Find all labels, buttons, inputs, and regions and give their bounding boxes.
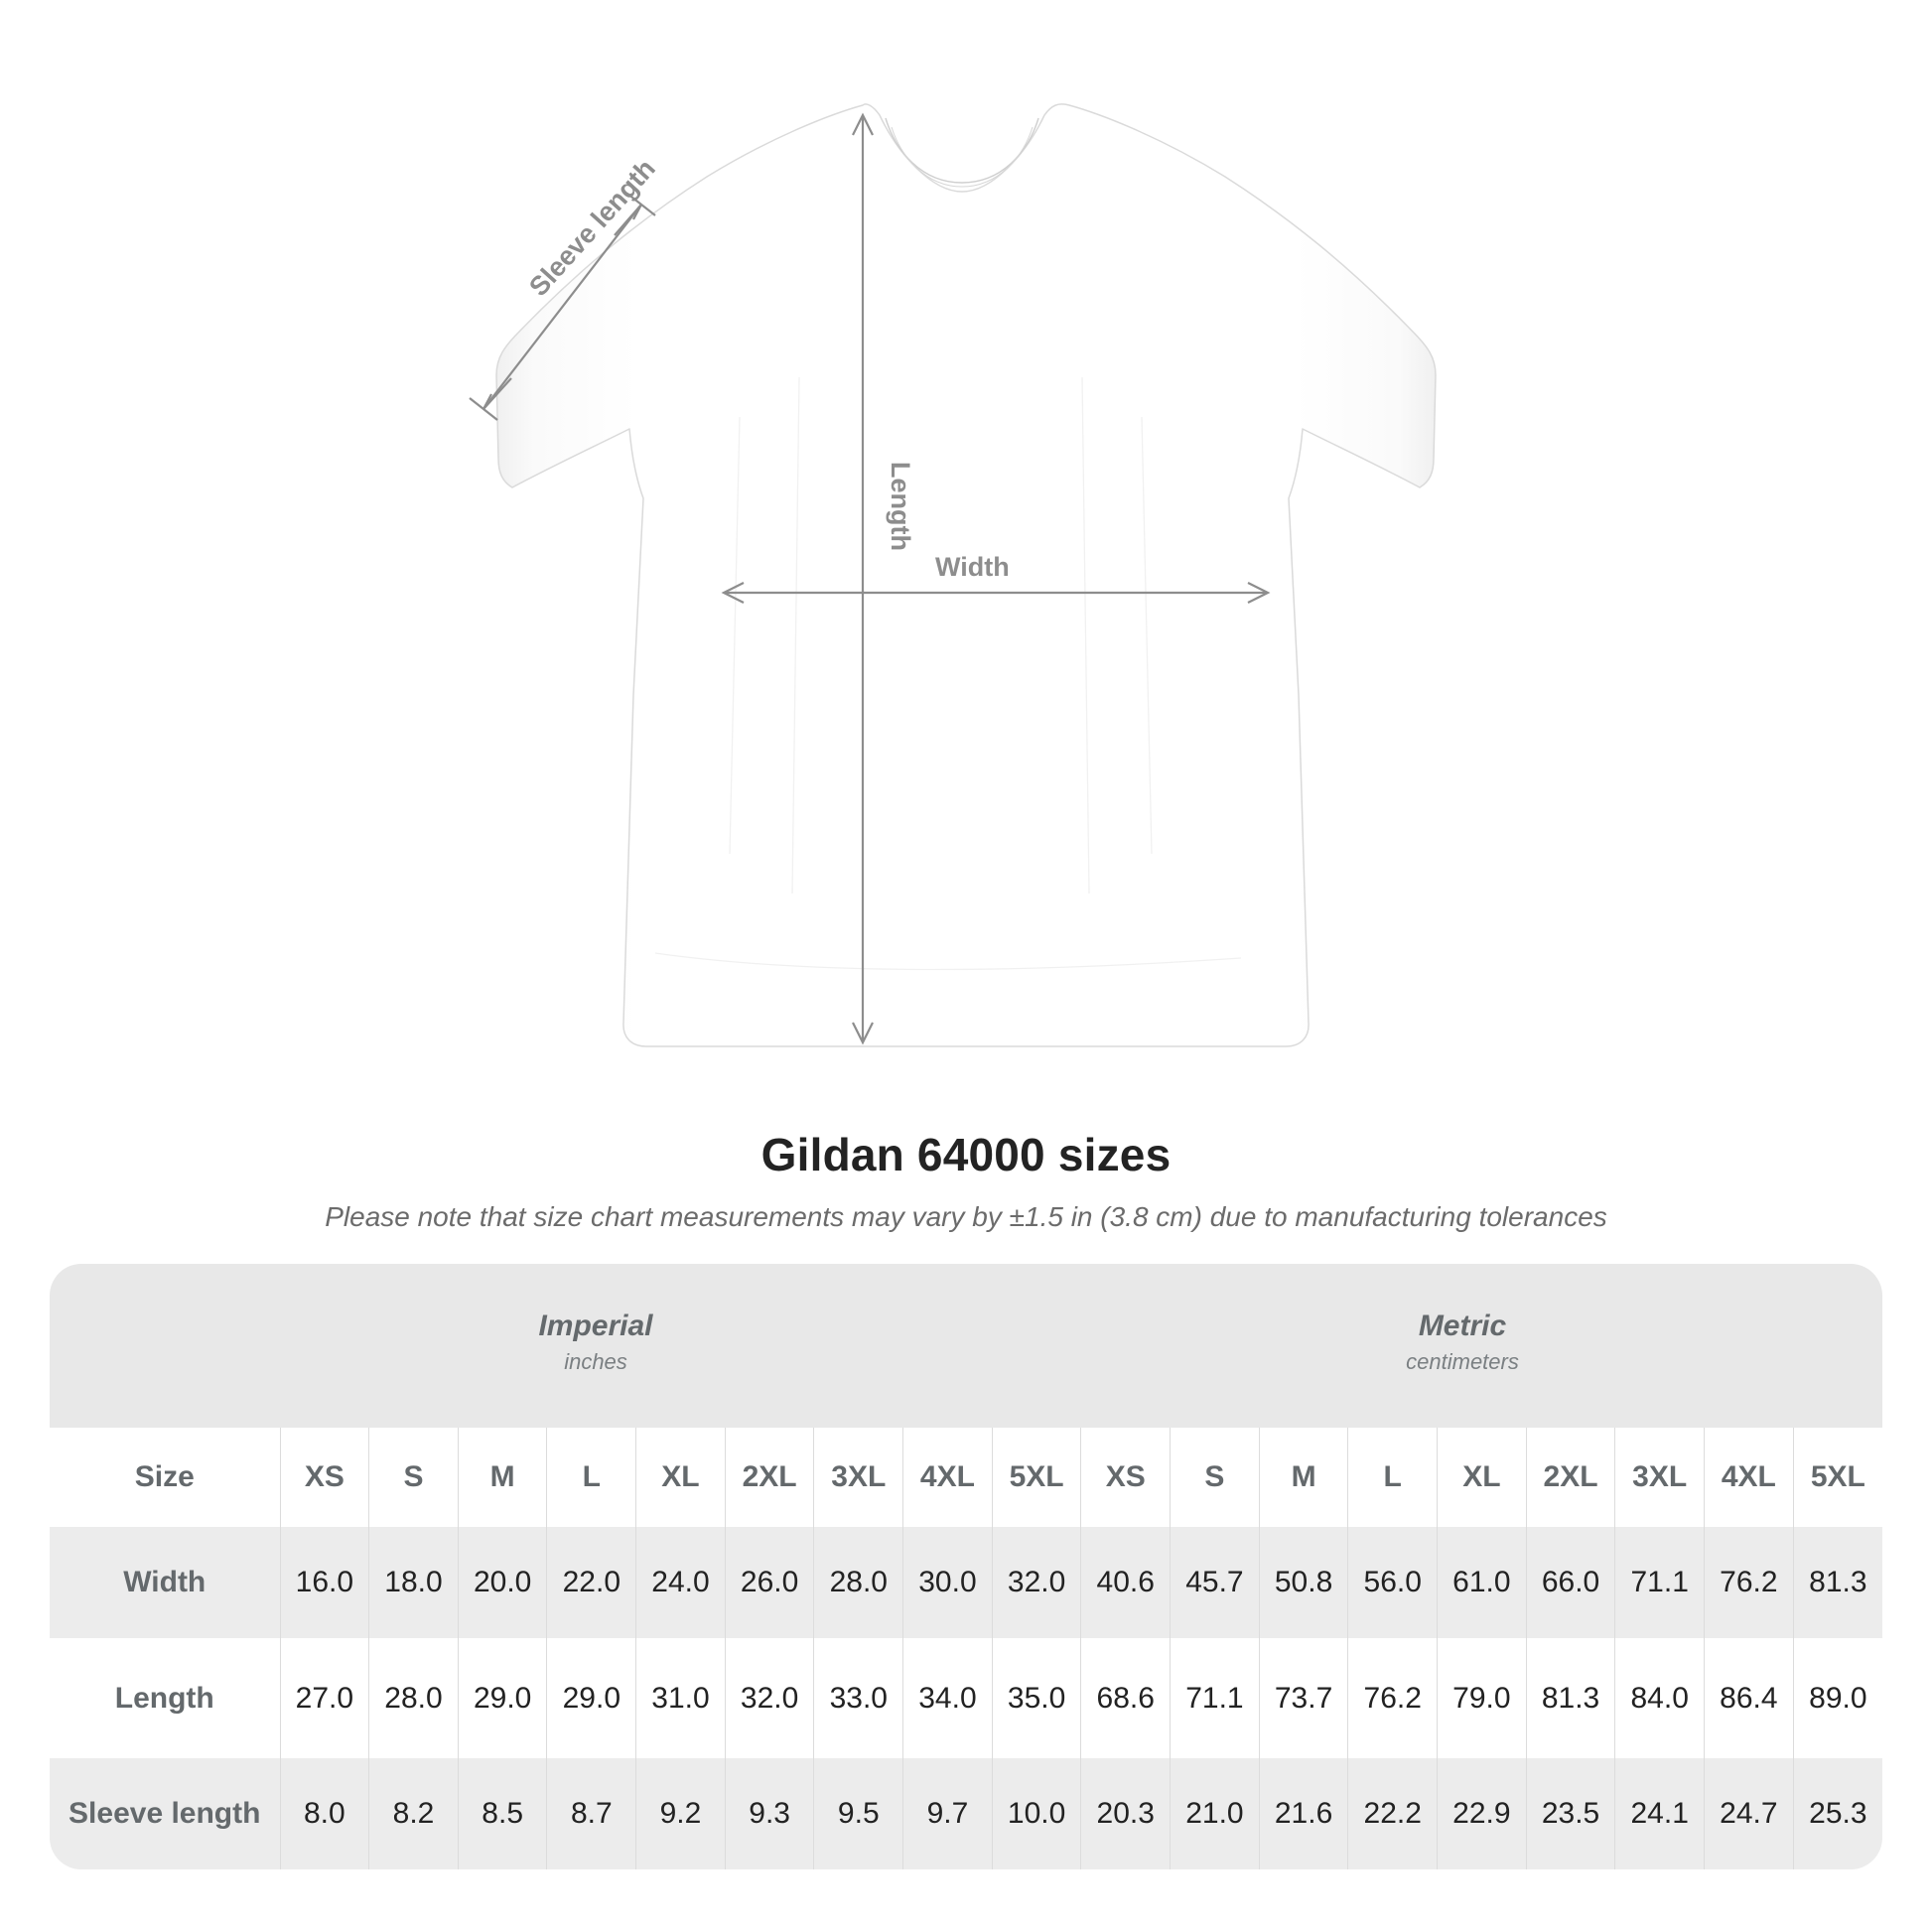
- svg-text:Width: Width: [935, 552, 1010, 582]
- svg-text:Length: Length: [886, 462, 915, 551]
